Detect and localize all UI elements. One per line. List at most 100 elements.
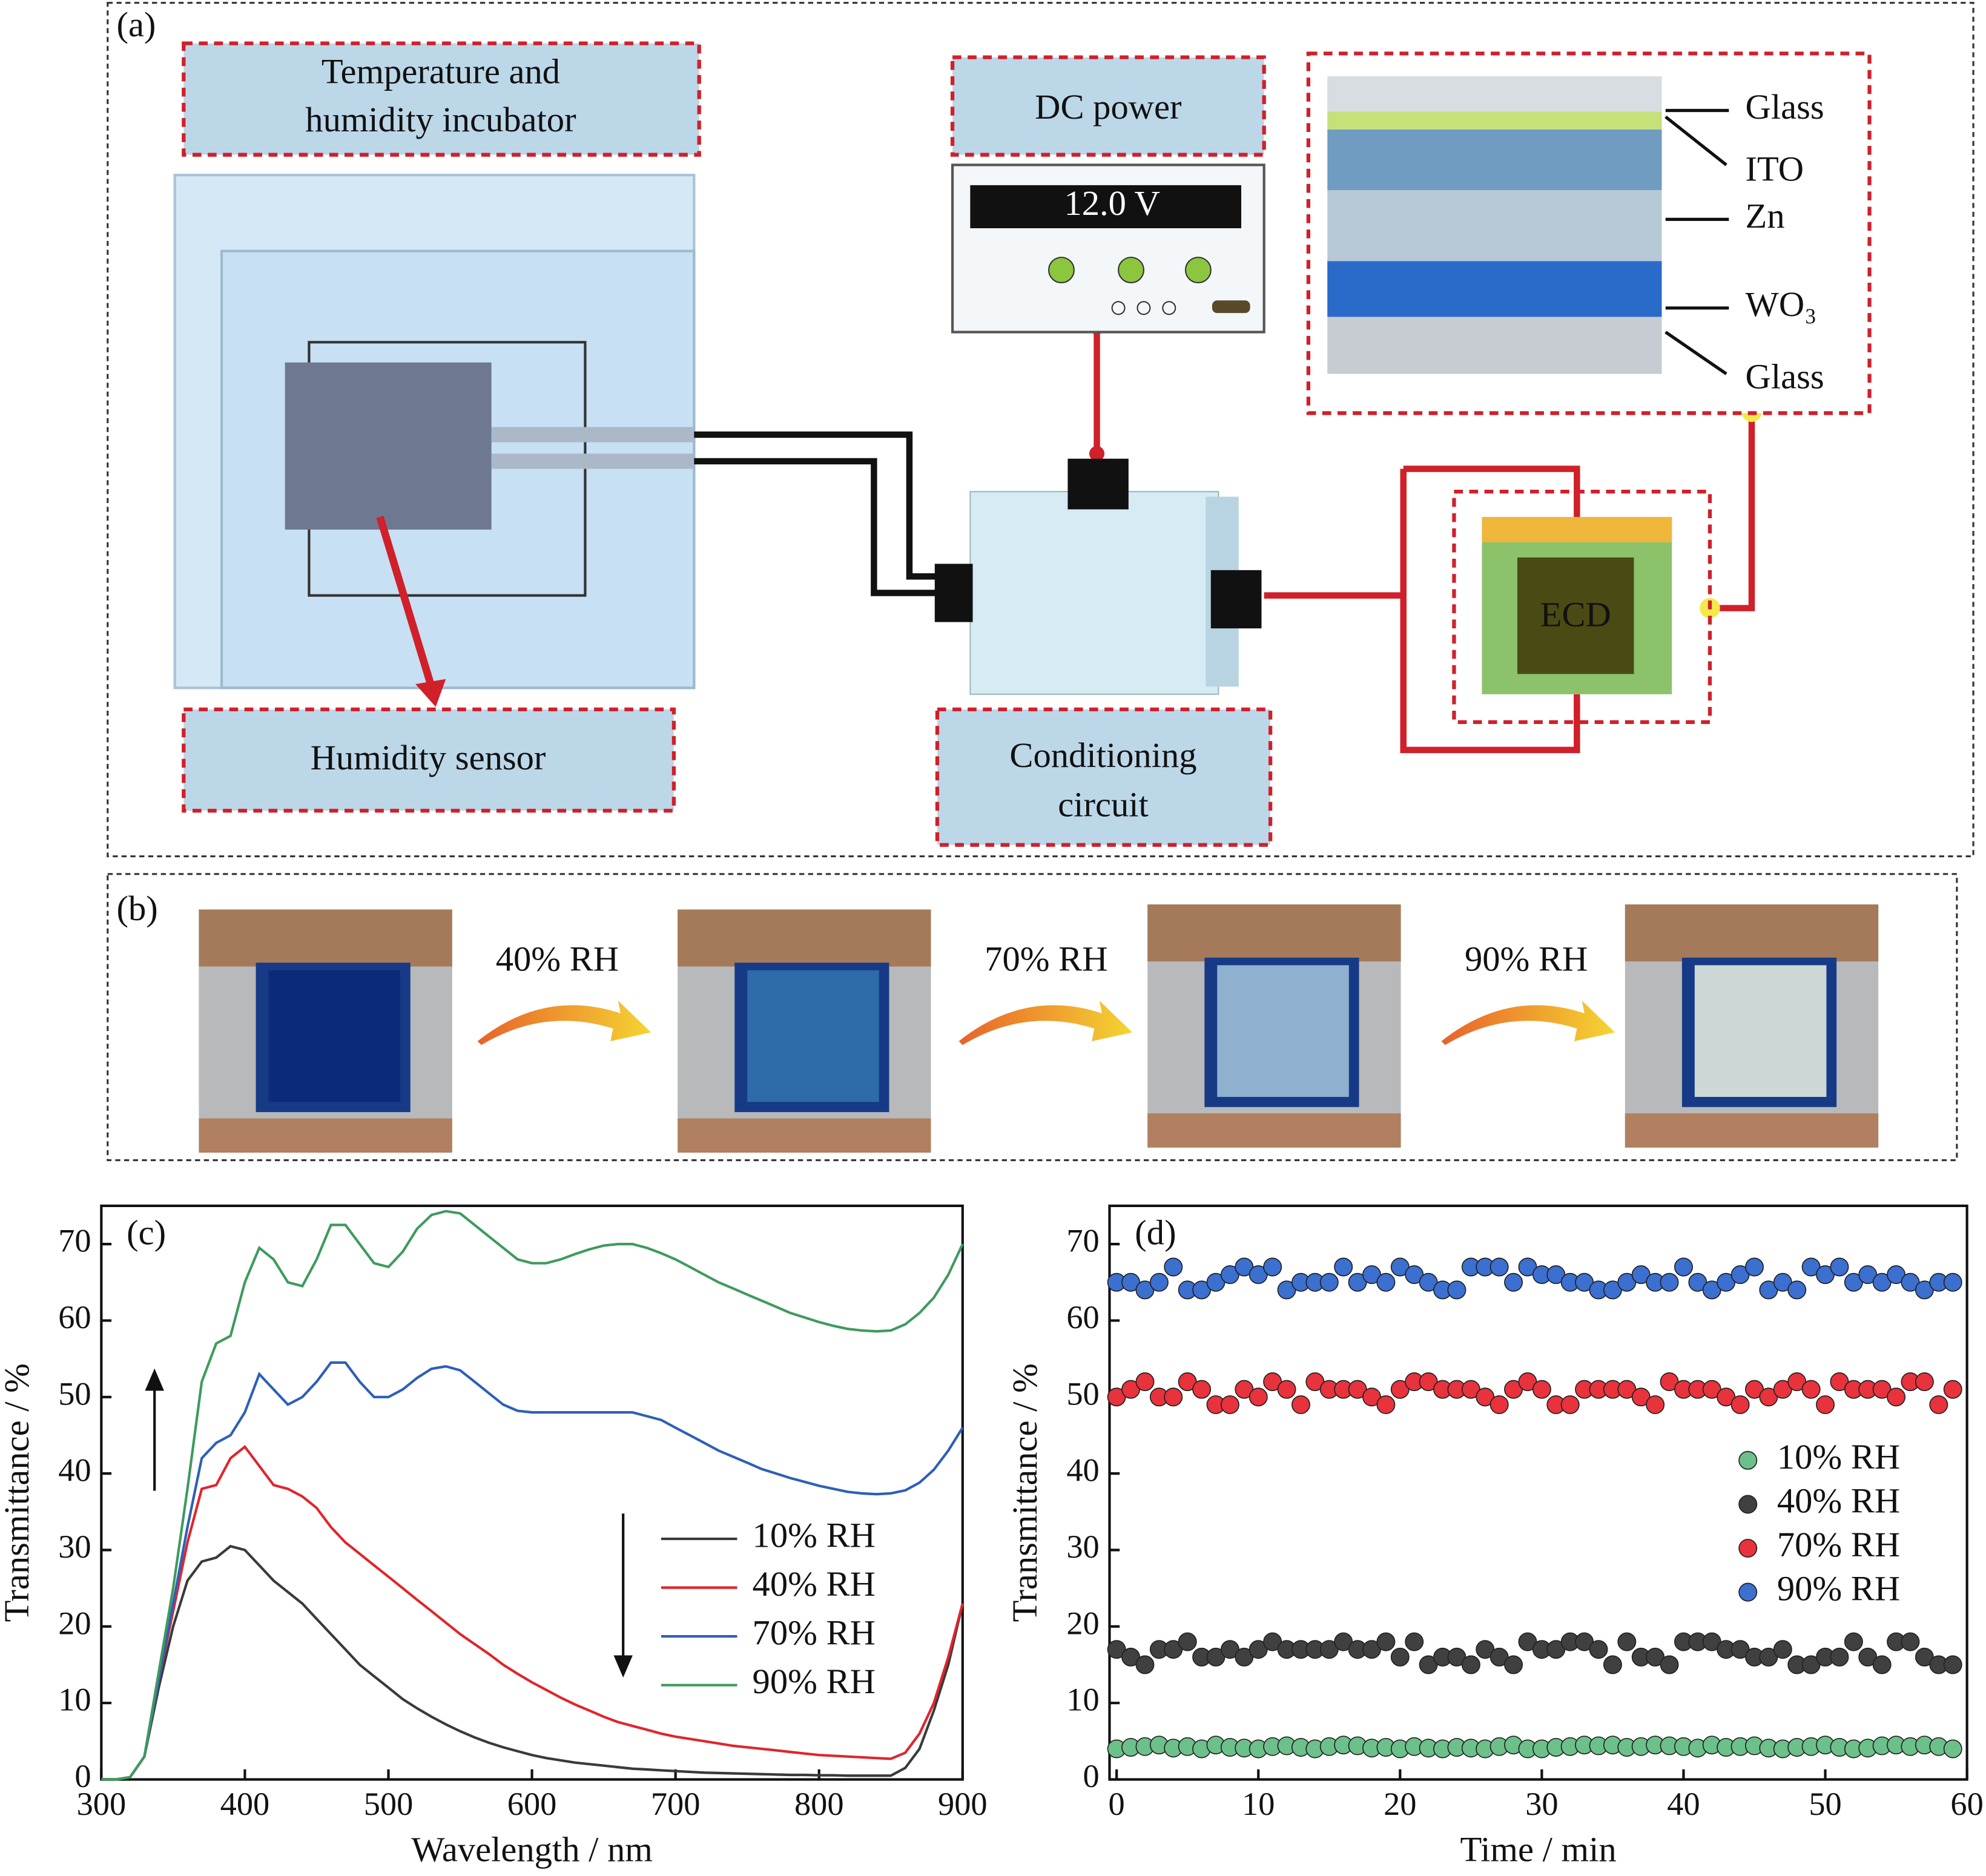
box-text: circuit <box>1058 785 1149 824</box>
data-point <box>1263 1257 1282 1277</box>
data-point <box>1447 1280 1466 1300</box>
y-tick-label: 60 <box>1066 1299 1099 1335</box>
y-tick-label: 10 <box>58 1682 91 1718</box>
y-tick-label: 0 <box>1083 1758 1100 1794</box>
layer-label: Zn <box>1746 196 1785 235</box>
data-point <box>1560 1395 1580 1414</box>
label-box <box>935 707 1273 847</box>
x-axis-label: Time / min <box>1460 1829 1616 1869</box>
plot-frame <box>1108 1204 1968 1781</box>
y-tick-label: 20 <box>58 1605 91 1641</box>
y-tick-label: 70 <box>1066 1223 1099 1259</box>
y-tick-label: 40 <box>58 1452 91 1489</box>
data-point <box>1943 1380 1962 1399</box>
data-point <box>1135 1372 1155 1392</box>
data-point <box>1660 1655 1679 1674</box>
legend-marker <box>1738 1582 1758 1602</box>
data-point <box>1603 1655 1622 1674</box>
layer-arrows <box>1664 108 1729 375</box>
panel-frame <box>107 873 1958 1162</box>
data-point <box>1405 1632 1424 1651</box>
series-line <box>101 1361 964 1781</box>
data-point <box>1816 1395 1835 1414</box>
data-point <box>1390 1647 1410 1667</box>
data-point <box>1149 1272 1169 1292</box>
x-tick-label: 800 <box>794 1786 844 1822</box>
data-point <box>1490 1257 1509 1277</box>
data-point <box>1730 1395 1750 1414</box>
photos <box>199 904 1879 1153</box>
x-tick-label: 20 <box>1384 1786 1416 1822</box>
data-point <box>1220 1395 1239 1414</box>
y-tick-label: 60 <box>58 1299 91 1335</box>
legend-label: 10% RH <box>1777 1437 1900 1476</box>
photo-tape <box>1147 904 1401 962</box>
x-tick-label: 30 <box>1525 1786 1558 1822</box>
panel-frame <box>107 2 1974 858</box>
data-point <box>1334 1257 1353 1277</box>
x-tick-label: 40 <box>1667 1786 1700 1822</box>
legend-label: 40% RH <box>753 1564 876 1604</box>
box-text: Conditioning <box>1009 736 1196 775</box>
x-tick-label: 400 <box>220 1786 270 1822</box>
panel-label: (b) <box>116 889 157 928</box>
layer-label: ITO <box>1746 149 1804 188</box>
data-point <box>1319 1272 1339 1292</box>
panel-label: (a) <box>116 5 156 44</box>
x-tick-label: 300 <box>77 1786 127 1822</box>
label-box <box>182 41 701 157</box>
step-label: 90% RH <box>1465 940 1588 979</box>
display-text: 12.0 V <box>1064 183 1160 223</box>
data-point <box>1674 1257 1693 1277</box>
data-point <box>1164 1387 1183 1407</box>
data-point <box>1872 1655 1892 1674</box>
photo-film <box>268 970 401 1102</box>
photo-tape <box>199 909 452 967</box>
data-point <box>1135 1655 1155 1674</box>
wires <box>694 327 1755 754</box>
ecd-center <box>1517 557 1634 674</box>
ecd-label: ECD <box>1540 595 1611 634</box>
data-point <box>1277 1380 1296 1399</box>
step-arrows <box>477 1001 1615 1045</box>
data-point <box>1915 1372 1934 1392</box>
layer-label: Glass <box>1746 357 1824 396</box>
series-line <box>101 1445 964 1781</box>
x-tick-label: 50 <box>1809 1786 1841 1822</box>
data-point <box>1532 1380 1551 1399</box>
data-point <box>1929 1395 1948 1414</box>
step-label: 70% RH <box>985 940 1107 979</box>
ecd-electrode <box>1482 516 1672 542</box>
data-point <box>1178 1632 1197 1651</box>
x-tick-label: 900 <box>938 1786 988 1822</box>
y-tick-label: 0 <box>74 1758 91 1794</box>
label-box <box>182 707 676 813</box>
photo-film <box>1217 965 1349 1098</box>
legend-label: 70% RH <box>1777 1525 1900 1564</box>
y-tick-label: 30 <box>58 1529 91 1565</box>
legend-label: 10% RH <box>753 1516 876 1555</box>
box-text: DC power <box>1035 87 1181 127</box>
photo-tape <box>1147 1113 1401 1148</box>
label-box <box>1452 489 1712 724</box>
photo-tape <box>1625 904 1879 962</box>
incubator <box>173 174 696 707</box>
data-point <box>1830 1257 1849 1277</box>
data-point <box>1461 1655 1480 1674</box>
data-point <box>1745 1257 1764 1277</box>
label-box <box>950 55 1266 157</box>
legend-label: 70% RH <box>753 1613 876 1653</box>
legend-marker <box>1738 1495 1758 1514</box>
data-point <box>1660 1272 1679 1292</box>
conditioning-circuit <box>934 458 1262 695</box>
layer-label: Glass <box>1746 87 1824 127</box>
trend-arrows <box>145 1368 633 1678</box>
data-point <box>1787 1280 1807 1300</box>
dc-power-device <box>951 163 1265 334</box>
data-point <box>1943 1739 1962 1759</box>
photo-tape <box>199 1118 452 1153</box>
legend-label: 40% RH <box>1777 1481 1900 1520</box>
x-tick-label: 600 <box>507 1786 557 1822</box>
photo-tape <box>1625 1113 1879 1148</box>
